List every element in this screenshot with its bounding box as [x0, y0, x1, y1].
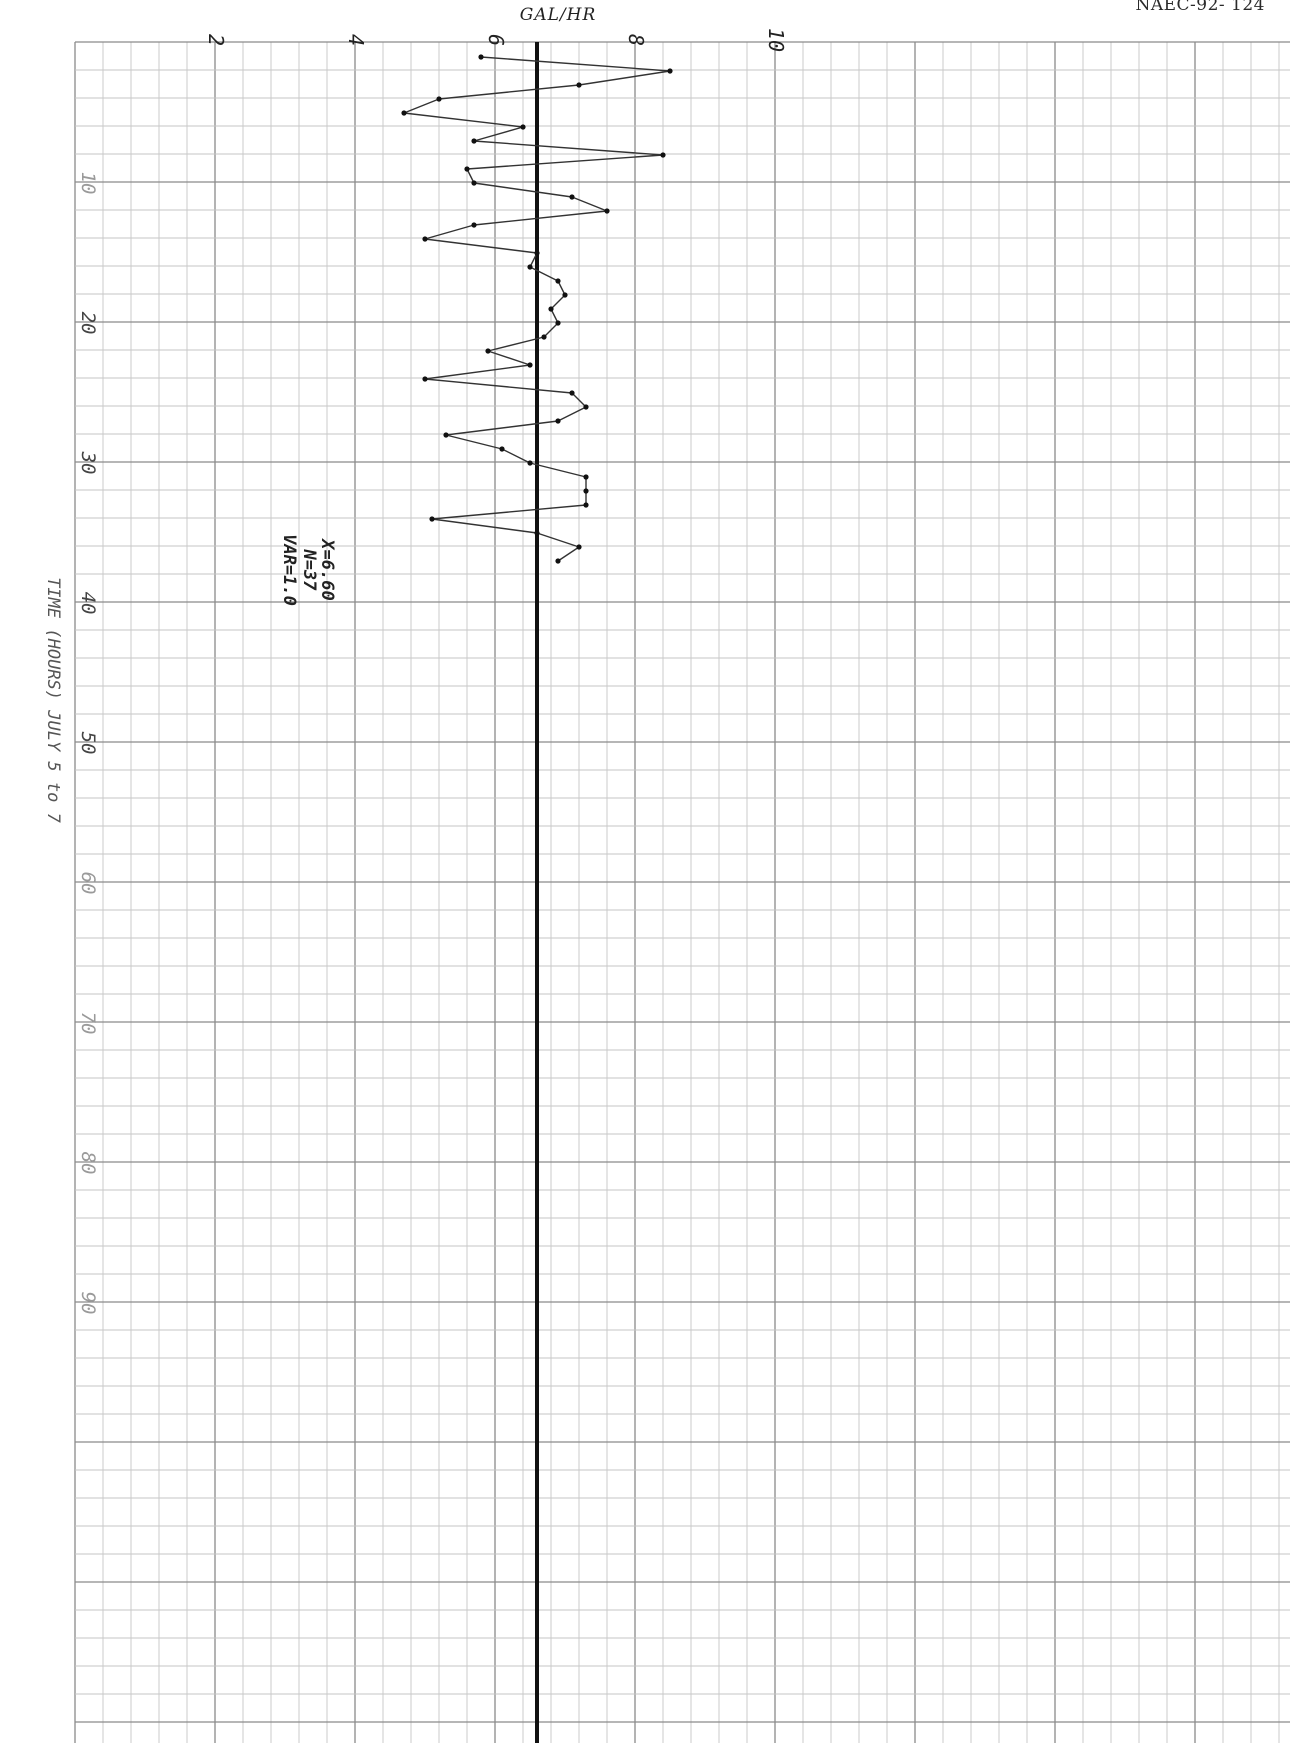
- data-point: [478, 54, 484, 60]
- data-point: [583, 488, 589, 494]
- data-point: [667, 68, 673, 74]
- value-axis-title: GAL/HR: [520, 5, 597, 25]
- value-tick-label: 6: [484, 34, 508, 46]
- data-point: [604, 208, 610, 214]
- data-point: [583, 404, 589, 410]
- data-point: [534, 250, 540, 256]
- data-point: [422, 236, 428, 242]
- data-point: [471, 138, 477, 144]
- data-point: [555, 558, 561, 564]
- stats-mean: X=6.60: [317, 537, 337, 600]
- data-point: [583, 502, 589, 508]
- data-point: [422, 376, 428, 382]
- time-tick-label: 20: [77, 312, 99, 335]
- value-tick-label: 10: [764, 28, 788, 52]
- time-axis-title: TIME (HOURS) JULY 5 to 7: [43, 577, 63, 823]
- value-axis-ticks: 2 4 6 8 10: [204, 28, 788, 52]
- data-point: [443, 432, 449, 438]
- data-point: [555, 320, 561, 326]
- value-tick-label: 8: [624, 34, 648, 46]
- data-points: [401, 54, 673, 564]
- data-point: [583, 474, 589, 480]
- stats-var: VAR=1.0: [279, 534, 299, 606]
- time-tick-label: 90: [77, 1292, 99, 1315]
- data-point: [569, 390, 575, 396]
- data-point: [534, 530, 540, 536]
- data-point: [569, 194, 575, 200]
- data-point: [436, 96, 442, 102]
- data-point: [541, 334, 547, 340]
- data-point: [548, 306, 554, 312]
- data-point: [576, 82, 582, 88]
- data-point: [401, 110, 407, 116]
- time-tick-label: 10: [77, 172, 99, 195]
- data-point: [471, 222, 477, 228]
- data-point: [660, 152, 666, 158]
- time-tick-label: 70: [77, 1012, 99, 1035]
- value-tick-label: 2: [204, 34, 228, 46]
- time-tick-label: 40: [77, 592, 99, 615]
- stats-n: N=37: [299, 549, 319, 592]
- data-point: [464, 166, 470, 172]
- data-point: [555, 418, 561, 424]
- time-tick-label: 50: [77, 732, 99, 755]
- document-id: NAEC-92- 124: [1135, 0, 1265, 15]
- time-axis-ticks: 10 20 30 40 50 60 70 80 90: [77, 172, 99, 1315]
- time-tick-label: 80: [77, 1152, 99, 1175]
- stats-annotation: X=6.60 N=37 VAR=1.0: [279, 534, 337, 606]
- data-point: [520, 124, 526, 130]
- data-point: [562, 292, 568, 298]
- data-point: [527, 460, 533, 466]
- time-tick-label: 30: [77, 451, 99, 475]
- data-point: [499, 446, 505, 452]
- chart-grid: [74, 41, 1290, 1743]
- data-point: [471, 180, 477, 186]
- data-point: [555, 278, 561, 284]
- value-tick-label: 4: [344, 34, 368, 46]
- time-tick-label: 60: [77, 872, 99, 895]
- data-point: [429, 516, 435, 522]
- data-point: [527, 264, 533, 270]
- data-point: [576, 544, 582, 550]
- data-point: [485, 348, 491, 354]
- data-point: [527, 362, 533, 368]
